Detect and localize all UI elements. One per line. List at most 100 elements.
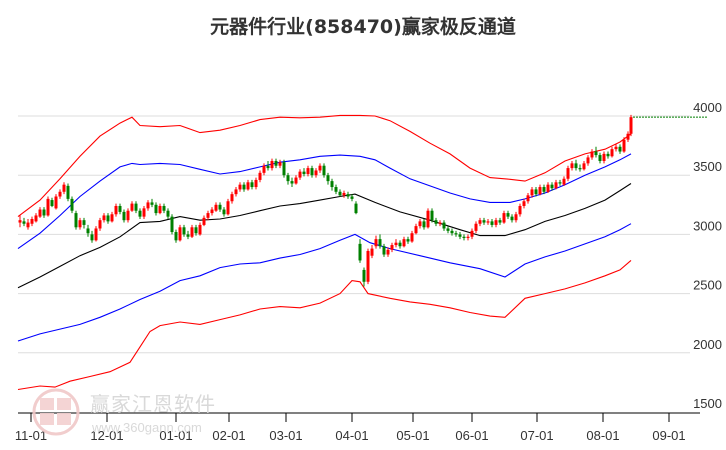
candle: [278, 162, 282, 166]
candle: [314, 170, 318, 176]
watermark-url: www.360gann.com: [92, 420, 202, 435]
candle: [458, 234, 462, 237]
candle: [386, 249, 390, 255]
candle: [498, 220, 502, 223]
candle: [434, 220, 438, 224]
x-tick-label: 03-01: [269, 428, 302, 443]
watermark-brand: 赢家江恩软件: [90, 392, 216, 416]
candle: [506, 213, 510, 217]
candle: [186, 234, 190, 237]
candle: [438, 222, 442, 224]
candle: [46, 198, 50, 216]
candle: [494, 220, 498, 225]
candle: [562, 178, 566, 185]
candle: [318, 165, 322, 171]
channel-lines: [17, 114, 632, 391]
candle: [538, 187, 542, 195]
candle: [62, 184, 66, 192]
y-tick-label: 3000: [693, 218, 722, 233]
candle: [182, 227, 186, 235]
candle: [350, 196, 354, 199]
x-axis: 11-01 12-01 01-01 02-01 03-01 04-01 05-01 06-01…: [15, 412, 700, 443]
candle: [194, 227, 198, 234]
channel-middle: [17, 183, 632, 289]
candle: [18, 220, 22, 223]
candle: [326, 175, 330, 182]
candle: [462, 236, 466, 238]
candle: [370, 248, 374, 256]
candle: [514, 214, 518, 221]
x-tick-label: 07-01: [520, 428, 553, 443]
candle: [190, 227, 194, 237]
candle: [310, 168, 314, 176]
candle: [414, 226, 418, 234]
candle: [230, 194, 234, 202]
candle: [566, 168, 570, 179]
candle: [258, 172, 262, 180]
candle: [526, 195, 530, 202]
candle: [582, 163, 586, 170]
candle: [54, 196, 58, 209]
candle: [34, 215, 38, 222]
candle: [574, 163, 578, 169]
candle: [490, 221, 494, 225]
candle: [298, 171, 302, 178]
candle: [74, 213, 78, 228]
candle: [422, 221, 426, 228]
candle: [426, 210, 430, 228]
candle: [510, 216, 514, 221]
candle: [358, 243, 362, 261]
candle: [382, 246, 386, 255]
candle: [550, 184, 554, 189]
candle: [210, 209, 214, 214]
channel-upper-outer: [17, 114, 632, 218]
candle: [90, 234, 94, 241]
x-tick-label: 04-01: [335, 428, 368, 443]
x-tick-label: 11-01: [15, 428, 47, 443]
candle: [254, 179, 258, 188]
candle: [226, 201, 230, 215]
candle: [374, 239, 378, 247]
candle: [466, 236, 470, 238]
candle: [450, 230, 454, 234]
candle: [342, 192, 346, 196]
candle: [502, 213, 506, 223]
y-tick-label: 1500: [693, 396, 722, 411]
candle: [629, 117, 633, 134]
candle: [546, 184, 550, 192]
candle: [86, 228, 90, 234]
candle: [306, 168, 310, 175]
candle: [474, 223, 478, 231]
x-tick-label: 06-01: [455, 428, 488, 443]
candle: [250, 182, 254, 188]
chart-title: 元器件行业(858470)赢家极反通道: [210, 16, 516, 38]
candle: [622, 139, 626, 152]
candle: [530, 189, 534, 196]
candle: [618, 146, 622, 152]
candle: [154, 204, 158, 214]
candle: [470, 230, 474, 237]
candle: [82, 220, 86, 225]
channel-lower-inner: [17, 223, 632, 342]
candle: [242, 184, 246, 190]
channel-upper-inner: [17, 153, 632, 250]
candle: [174, 232, 178, 241]
candle: [478, 220, 482, 224]
candle: [542, 187, 546, 192]
candle: [102, 215, 106, 221]
y-tick-label: 3500: [693, 159, 722, 174]
candle: [418, 221, 422, 227]
candle: [410, 233, 414, 242]
candle: [398, 242, 402, 247]
candle: [262, 165, 266, 173]
candle: [26, 222, 30, 228]
candle: [238, 184, 242, 190]
candle: [22, 221, 26, 224]
candle: [118, 205, 122, 212]
candle: [202, 217, 206, 225]
y-tick-label: 2000: [693, 337, 722, 352]
candle: [158, 205, 162, 214]
candle: [150, 202, 154, 205]
candle: [594, 151, 598, 156]
